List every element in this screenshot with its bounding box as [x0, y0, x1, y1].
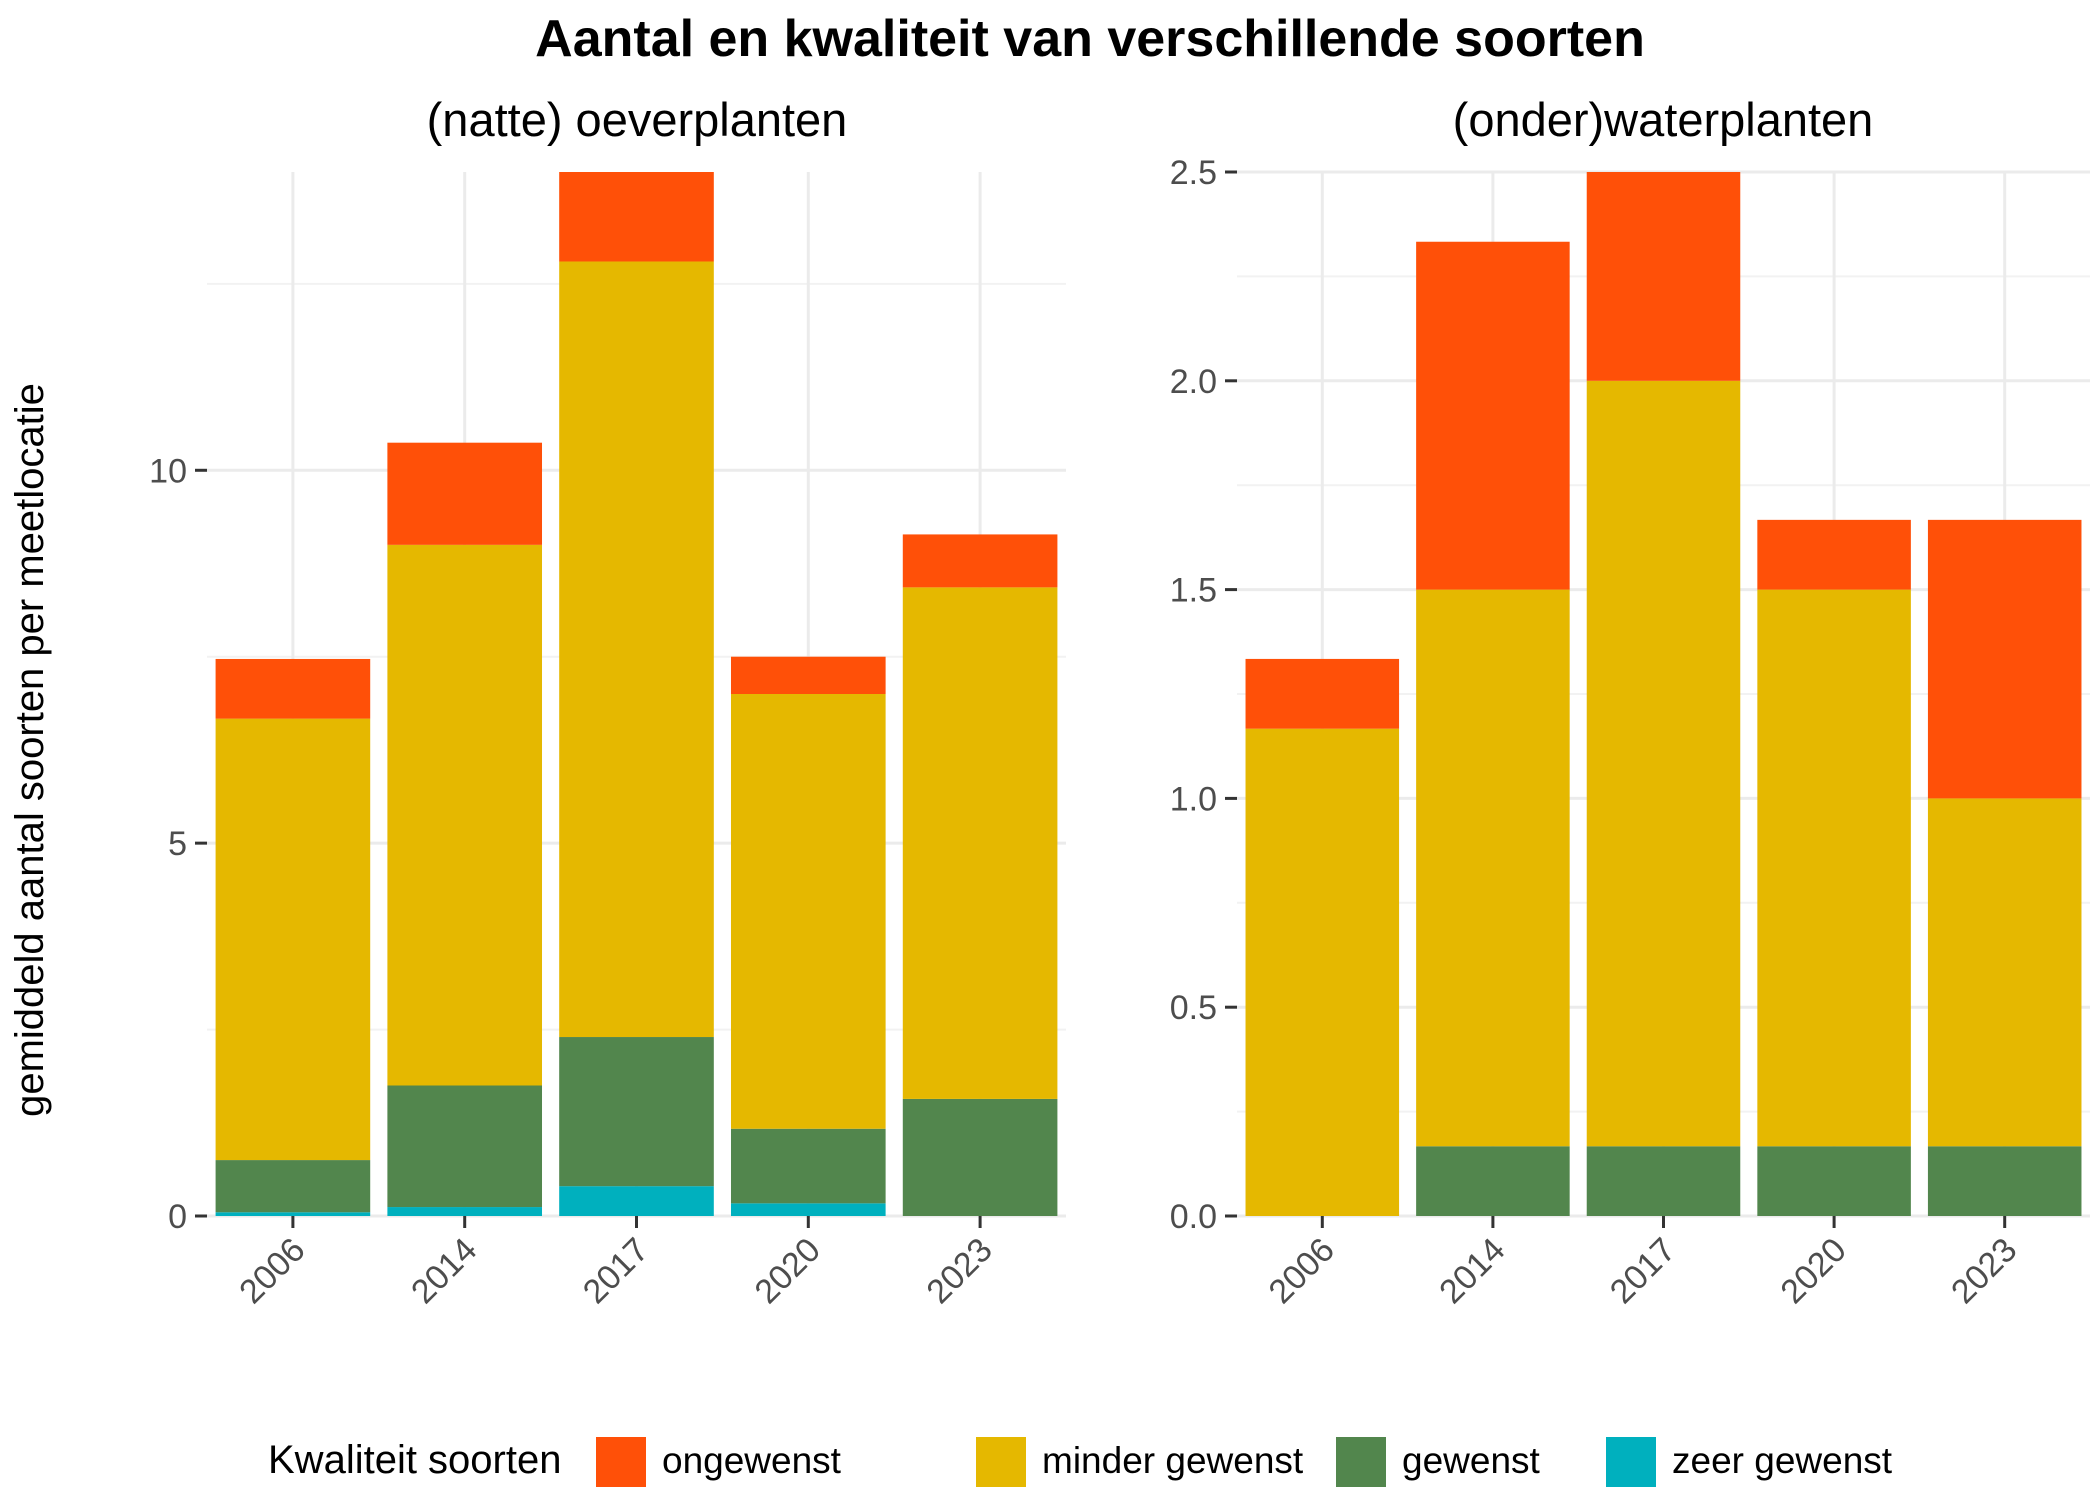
- bar-2014-gewenst: [387, 1085, 543, 1208]
- y-tick-label: 0: [168, 1198, 187, 1236]
- y-tick-label: 0.5: [1170, 989, 1217, 1027]
- bar-2006-ongewenst: [1245, 658, 1400, 729]
- y-tick-label: 0.0: [1170, 1198, 1217, 1236]
- y-tick-label: 2.0: [1170, 363, 1217, 401]
- legend-key-zeer-gewenst: [1606, 1437, 1656, 1487]
- chart-title: Aantal en kwaliteit van verschillende so…: [535, 10, 1645, 68]
- legend: Kwaliteit soorten ongewenst minder gewens…: [268, 1437, 1893, 1487]
- bar-2006-zeer-gewenst: [215, 1212, 371, 1216]
- y-tick-label: 1.0: [1170, 780, 1217, 818]
- bar-2023-ongewenst: [1927, 519, 2082, 799]
- panel-subtitle: (onder)waterplanten: [1453, 93, 1874, 146]
- x-tick-label: 2014: [1432, 1231, 1512, 1311]
- bar-2023-minder-gewenst: [902, 587, 1058, 1099]
- bar-2006-ongewenst: [215, 658, 371, 719]
- bar-2006-minder-gewenst: [215, 718, 371, 1161]
- legend-label-zeer-gewenst: zeer gewenst: [1672, 1440, 1893, 1481]
- bar-2020-zeer-gewenst: [730, 1203, 886, 1216]
- bar-2017-minder-gewenst: [559, 261, 714, 1038]
- y-tick-label: 5: [168, 825, 187, 863]
- bar-2014-ongewenst: [1416, 241, 1570, 590]
- x-tick-label: 2023: [1944, 1231, 2024, 1311]
- y-tick-label: 10: [149, 452, 187, 490]
- bar-2020-minder-gewenst: [730, 694, 886, 1129]
- y-axis-label: gemiddeld aantal soorten per meetlocatie: [8, 383, 52, 1117]
- x-tick-label: 2006: [232, 1231, 312, 1311]
- y-tick-label: 2.5: [1170, 154, 1217, 192]
- x-tick-label: 2017: [576, 1231, 656, 1311]
- bar-2020-gewenst: [730, 1128, 886, 1204]
- legend-key-ongewenst: [596, 1437, 646, 1487]
- x-tick-label: 2020: [748, 1231, 828, 1311]
- legend-label-gewenst: gewenst: [1402, 1440, 1541, 1481]
- x-tick-label: 2017: [1603, 1231, 1683, 1311]
- bar-2020-ongewenst: [1757, 519, 1911, 590]
- bar-2014-ongewenst: [387, 442, 543, 545]
- bar-2017-ongewenst: [559, 172, 714, 262]
- bar-2020-gewenst: [1757, 1146, 1911, 1216]
- panel-waterplanten: (onder)waterplanten 0.0 0.5 1.0 1.5 2.0 2.5 20…: [1170, 93, 2090, 1311]
- legend-key-minder-gewenst: [976, 1437, 1026, 1487]
- legend-title: Kwaliteit soorten: [268, 1438, 561, 1482]
- bar-2023-minder-gewenst: [1927, 798, 2082, 1147]
- legend-label-ongewenst: ongewenst: [662, 1440, 842, 1481]
- bar-2017-gewenst: [1586, 1146, 1741, 1216]
- bar-2023-gewenst: [1927, 1146, 2082, 1216]
- bar-2017-gewenst: [559, 1037, 714, 1187]
- y-tick-label: 1.5: [1170, 572, 1217, 610]
- bar-2014-minder-gewenst: [387, 544, 543, 1086]
- panel-oeverplanten: (natte) oeverplanten 0 5 10 2006 2014 2017 202…: [149, 93, 1066, 1311]
- bar-2017-zeer-gewenst: [559, 1186, 714, 1216]
- bar-2020-ongewenst: [730, 656, 886, 694]
- bar-2014-gewenst: [1416, 1146, 1570, 1216]
- bar-2020-minder-gewenst: [1757, 589, 1911, 1147]
- bar-2006-gewenst: [215, 1160, 371, 1213]
- bar-2006-minder-gewenst: [1245, 728, 1400, 1216]
- legend-label-minder-gewenst: minder gewenst: [1042, 1440, 1304, 1481]
- panel-subtitle: (natte) oeverplanten: [427, 93, 848, 146]
- x-tick-label: 2023: [919, 1231, 999, 1311]
- bar-2023-ongewenst: [902, 534, 1058, 588]
- bar-2023-gewenst: [902, 1098, 1058, 1216]
- legend-key-gewenst: [1336, 1437, 1386, 1487]
- x-tick-label: 2006: [1262, 1231, 1342, 1311]
- bar-2017-minder-gewenst: [1586, 380, 1741, 1147]
- bar-2017-ongewenst: [1586, 172, 1741, 381]
- bar-2014-minder-gewenst: [1416, 589, 1570, 1147]
- x-tick-label: 2020: [1773, 1231, 1853, 1311]
- bar-2014-zeer-gewenst: [387, 1207, 543, 1216]
- x-tick-label: 2014: [404, 1231, 484, 1311]
